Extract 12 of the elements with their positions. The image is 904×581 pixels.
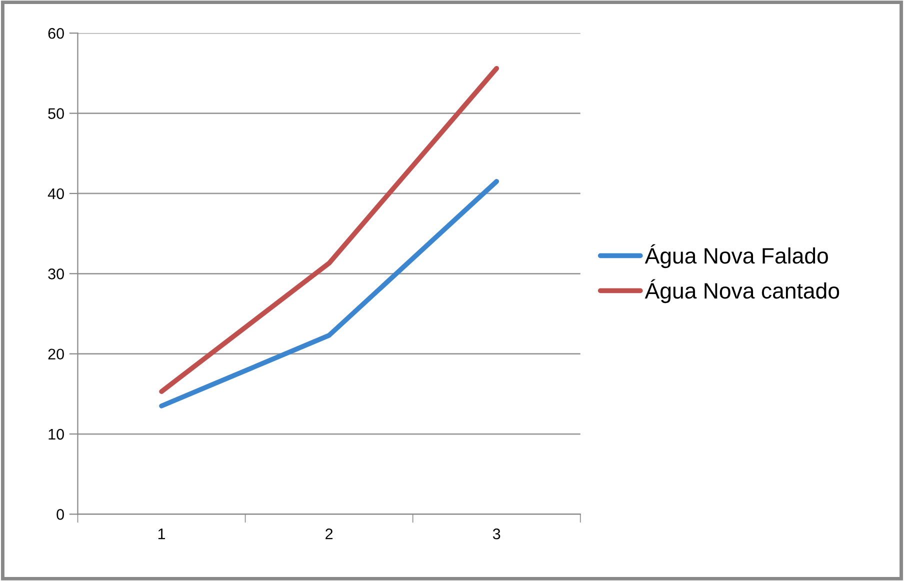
legend-label: Água Nova Falado [644,244,828,268]
y-tick-label: 10 [48,428,64,440]
x-tick-label: 3 [492,528,500,540]
y-tick-label: 50 [48,108,64,119]
y-tick-label: 60 [48,28,64,39]
y-tick-label: 30 [48,268,64,280]
legend-label: Água Nova cantado [644,279,840,304]
y-tick-label: 0 [56,509,64,520]
x-tick-label: 2 [326,528,333,540]
x-tick-label: 1 [158,528,166,540]
y-tick-label: 20 [48,348,64,360]
y-tick-label: 40 [48,188,64,200]
